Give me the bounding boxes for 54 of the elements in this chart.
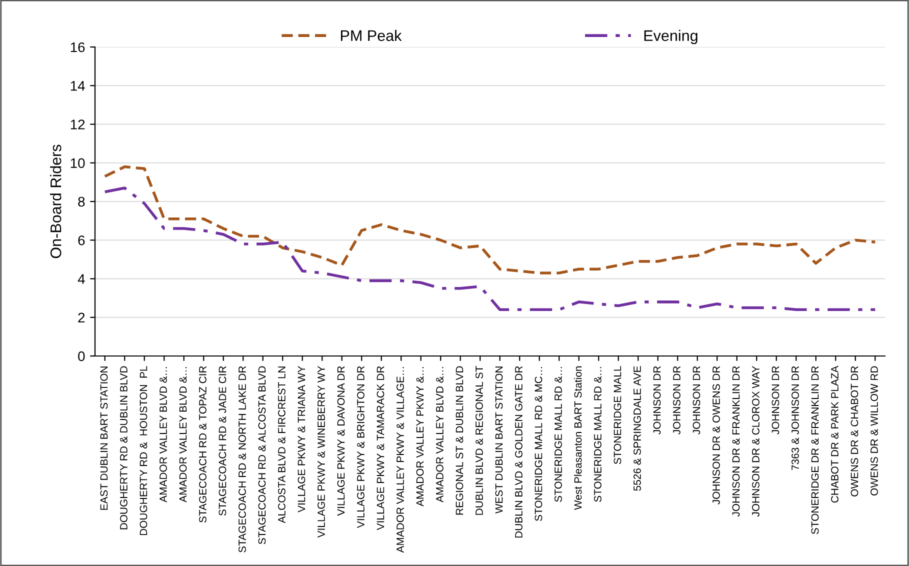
- x-tick-label: STAGECOACH RD & JADE CIR: [218, 366, 226, 516]
- x-tick-label: STONERIDGE MALL: [614, 366, 622, 464]
- y-tick-label: 4: [78, 274, 85, 284]
- x-tick-label: STONERIDGE MALL RD & MC…: [534, 367, 542, 521]
- x-tick-label: VILLAGE PKWY & WINEBERRY WY: [318, 366, 325, 538]
- x-tick-label: VILLAGE PKWY & TRIANA WY: [298, 366, 306, 512]
- x-tick-label: DOUGHERTY RD & DUBLIN BLVD: [120, 366, 128, 530]
- x-tick-label: STONERIDGE MALL RD &…: [554, 367, 562, 502]
- x-tick-label: AMADOR VALLEY BLVD &…: [179, 367, 187, 502]
- x-tick-label: STONERIDGE DR & FRANKLIN DR: [811, 366, 819, 534]
- legend-label: Evening: [644, 30, 698, 44]
- y-tick-label: 14: [70, 81, 85, 91]
- x-tick-label: AMADOR VALLEY PKWY & VILLAGE…: [396, 367, 404, 553]
- x-tick-label: JOHNSON DR & FRANKLIN DR: [732, 366, 740, 517]
- x-tick-label: JOHNSON DR: [692, 366, 700, 434]
- x-tick-label: EAST DUBLIN BART STATION: [100, 366, 108, 510]
- line-series: [103, 165, 877, 274]
- x-tick-label: AMADOR VALLEY BLVD &…: [436, 367, 444, 502]
- y-tick-label: 8: [78, 196, 85, 207]
- x-tick-label: STONERIDGE MALL RD &…: [594, 367, 602, 502]
- x-tick-label: VILLAGE PKWY & TAMARACK DR: [376, 366, 384, 530]
- x-tick-label: DUBLIN BLVD & GOLDEN GATE DR: [515, 366, 522, 538]
- x-tick-label: STAGECOACH RD & TOPAZ CIR: [199, 366, 206, 523]
- x-tick-label: REGIONAL ST & DUBLIN BLVD: [456, 366, 464, 515]
- x-tick-label: 7363 & JOHNSON DR: [792, 366, 799, 470]
- x-tick-label: CHABOT DR & PARK PLAZA: [831, 366, 838, 503]
- x-tick-label: AMADOR VALLEY PKWY &…: [416, 367, 424, 506]
- x-tick-label: ALCOSTA BLVD & FIRCREST LN: [278, 366, 286, 524]
- x-tick-label: DUBLIN BLVD & REGIONAL ST: [476, 366, 483, 515]
- x-tick-label: JOHNSON DR & CLOROX WAY: [752, 366, 760, 517]
- x-tick-label: OWENS DR & WILLOW RD: [870, 366, 878, 496]
- y-tick-label: 0: [78, 351, 85, 362]
- x-tick-label: OWENS DR & CHABOT DR: [850, 366, 858, 496]
- y-tick-label: 12: [70, 120, 85, 130]
- line-series: [103, 186, 877, 312]
- x-tick-label: 5526 & SPRINGDALE AVE: [634, 366, 641, 491]
- y-tick-label: 2: [78, 312, 85, 322]
- x-tick-label: STAGECOACH RD & NORTH LAKE DR: [238, 366, 246, 552]
- x-tick-label: VILLAGE PKWY & BRIGHTON DR: [357, 366, 364, 528]
- x-tick-label: West Pleasanton BART Station: [574, 366, 582, 510]
- y-axis-title: On-Board Riders: [50, 144, 62, 258]
- y-tick-label: 10: [70, 158, 85, 168]
- x-tick-label: AMADOR VALLEY BLVD &…: [160, 367, 167, 502]
- x-tick-label: JOHNSON DR & OWENS DR: [712, 366, 720, 504]
- y-tick-label: 6: [78, 235, 85, 246]
- x-tick-label: VILLAGE PKWY & DAVONA DR: [337, 366, 345, 516]
- x-tick-label: WEST DUBLIN BART STATION: [495, 366, 503, 514]
- x-tick-label: STAGECOACH RD & ALCOSTA BLVD: [258, 366, 266, 544]
- x-tick-label: JOHNSON DR: [673, 366, 680, 434]
- legend-label: PM Peak: [340, 30, 402, 42]
- x-tick-label: DOUGHERTY RD & HOUSTON PL: [140, 366, 148, 536]
- x-tick-label: JOHNSON DR: [772, 366, 780, 434]
- y-tick-label: 16: [70, 42, 85, 52]
- x-tick-label: JOHNSON DR: [653, 366, 661, 434]
